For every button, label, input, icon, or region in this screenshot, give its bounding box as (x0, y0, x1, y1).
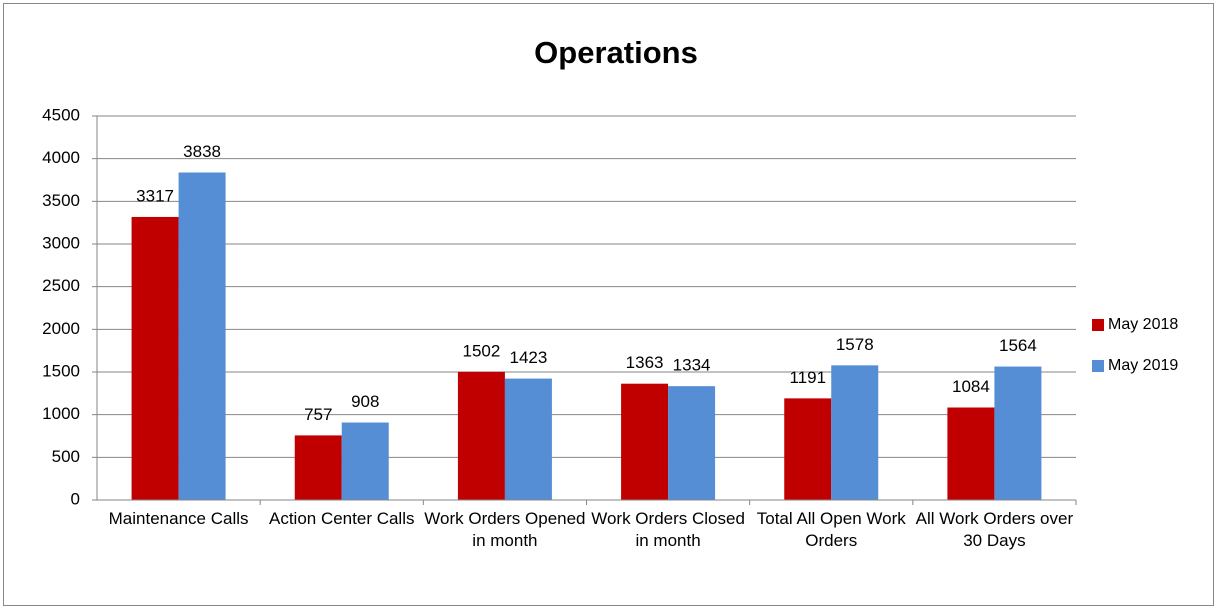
bar (178, 172, 226, 500)
data-label: 3317 (136, 186, 174, 205)
x-tick-label-box: All Work Orders over 30 Days (915, 509, 1074, 550)
legend-label: May 2018 (1108, 316, 1178, 333)
bar (504, 378, 552, 500)
data-label: 3838 (183, 142, 221, 161)
bar (947, 407, 995, 500)
bar (131, 216, 179, 500)
legend-swatch (1092, 360, 1104, 372)
data-label: 1423 (510, 348, 548, 367)
y-tick-label: 4000 (42, 148, 80, 167)
x-tick-label: Total All Open Work Orders (756, 509, 906, 550)
x-tick-label-box: Action Center Calls (268, 509, 415, 528)
data-label: 1191 (789, 368, 826, 387)
x-tick-label: Maintenance Calls (108, 509, 249, 528)
x-tick-label-box: Work Orders Opened in month (424, 509, 586, 550)
data-label: 1084 (952, 377, 990, 396)
data-label: 1363 (626, 353, 664, 372)
bar (621, 383, 669, 500)
bar (294, 435, 342, 500)
y-tick-label: 4500 (42, 105, 80, 124)
x-tick-label: All Work Orders over 30 Days (915, 509, 1074, 550)
legend-label: May 2019 (1108, 357, 1178, 374)
y-tick-label: 1000 (42, 404, 80, 423)
x-tick-label: Work Orders Opened in month (424, 509, 586, 550)
data-label: 1334 (673, 356, 711, 375)
legend-swatch (1092, 319, 1104, 331)
bar (994, 366, 1042, 500)
y-tick-label: 0 (71, 489, 80, 508)
data-label: 1564 (999, 336, 1037, 355)
data-label: 757 (304, 405, 332, 424)
data-label: 1502 (463, 341, 501, 360)
x-tick-label-box: Maintenance Calls (108, 509, 249, 528)
y-tick-label: 2500 (42, 276, 80, 295)
y-tick-label: 1500 (42, 361, 80, 380)
y-tick-label: 500 (52, 447, 80, 466)
y-tick-label: 2000 (42, 319, 80, 338)
chart-title: Operations (534, 35, 698, 70)
y-tick-label: 3000 (42, 233, 80, 252)
bar (668, 386, 716, 500)
data-label: 908 (351, 392, 379, 411)
bar (457, 371, 505, 500)
bar (784, 398, 832, 500)
x-tick-label: Action Center Calls (268, 509, 415, 528)
x-tick-label-box: Work Orders Closed in month (591, 509, 745, 550)
data-label: 1578 (836, 335, 874, 354)
bar (831, 365, 879, 500)
x-tick-label: Work Orders Closed in month (591, 509, 745, 550)
y-tick-label: 3500 (42, 191, 80, 210)
x-tick-label-box: Total All Open Work Orders (756, 509, 906, 550)
bar (341, 422, 389, 500)
